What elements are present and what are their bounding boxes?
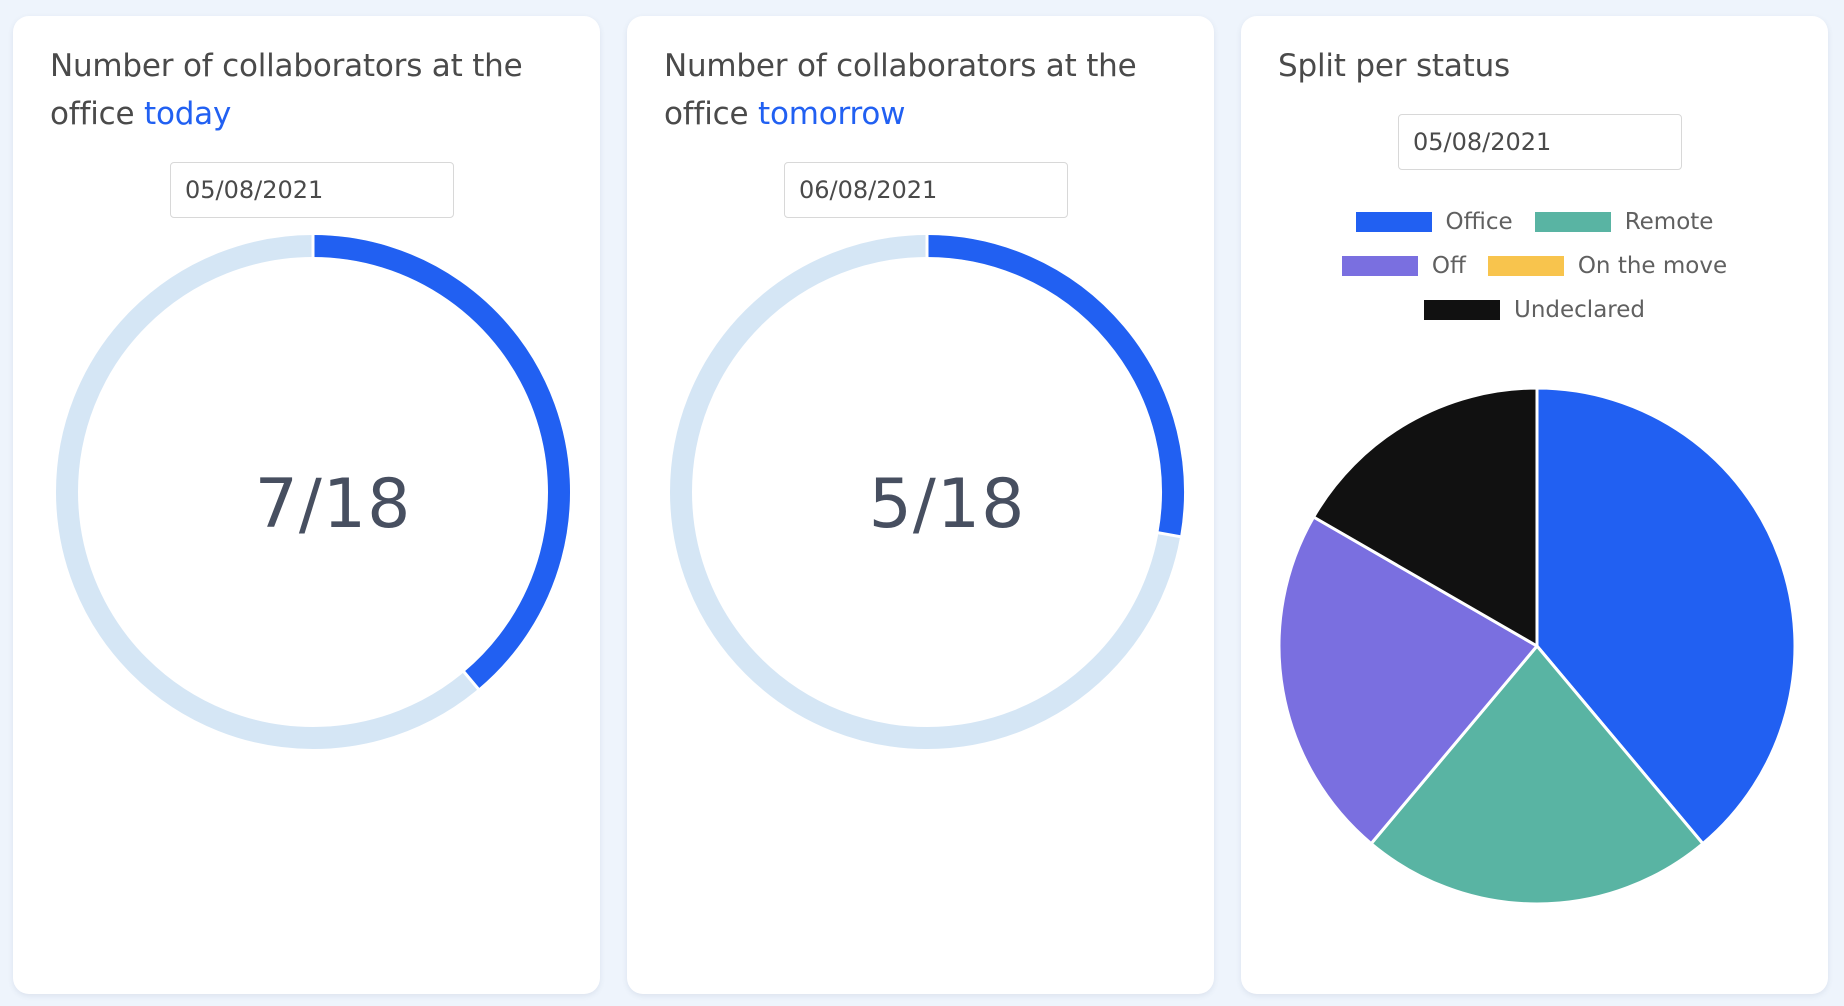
- donut-separator: [462, 670, 480, 691]
- legend-label: Remote: [1624, 209, 1714, 235]
- legend-label: Office: [1445, 209, 1513, 235]
- chart-legend: Office Remote Off On the move Undeclared: [1241, 200, 1828, 332]
- title-text: Number of collaborators at the office: [50, 48, 523, 132]
- pie-slice-off[interactable]: [1277, 515, 1539, 846]
- legend-item-on-the-move[interactable]: On the move: [1487, 253, 1728, 279]
- legend-item-office[interactable]: Office: [1355, 209, 1513, 235]
- card-office-today: Number of collaborators at the office to…: [13, 16, 600, 994]
- legend-row: Undeclared: [1241, 288, 1828, 332]
- card-title: Number of collaborators at the office to…: [664, 42, 1184, 138]
- legend-label: Off: [1431, 253, 1466, 279]
- legend-row: Office Remote: [1241, 200, 1828, 244]
- card-office-tomorrow: Number of collaborators at the office to…: [627, 16, 1214, 994]
- card-split-per-status: Split per status Office Remote Off On the m…: [1241, 16, 1828, 994]
- donut-chart: [56, 234, 570, 749]
- donut-center-label: 7/18: [254, 465, 412, 544]
- pie-slice-undeclared[interactable]: [1312, 386, 1539, 648]
- card-title: Number of collaborators at the office to…: [50, 42, 570, 138]
- donut-chart: [670, 234, 1184, 749]
- legend-swatch: [1487, 256, 1564, 276]
- donut-value-arc: [926, 235, 1184, 537]
- legend-item-off[interactable]: Off: [1341, 253, 1466, 279]
- donut-value-arc: [312, 235, 570, 689]
- pie-slice-remote[interactable]: [1369, 644, 1705, 906]
- legend-swatch: [1355, 212, 1432, 232]
- legend-label: Undeclared: [1514, 297, 1645, 323]
- legend-swatch: [1534, 212, 1611, 232]
- legend-item-undeclared[interactable]: Undeclared: [1424, 297, 1645, 323]
- card-title: Split per status: [1278, 48, 1510, 84]
- date-input[interactable]: [1398, 114, 1682, 170]
- donut-center-label: 5/18: [868, 465, 1026, 544]
- title-highlight: today: [143, 96, 232, 132]
- legend-row: Off On the move: [1241, 244, 1828, 288]
- legend-item-remote[interactable]: Remote: [1534, 209, 1714, 235]
- date-input[interactable]: [784, 162, 1068, 218]
- pie-slice-office[interactable]: [1535, 386, 1797, 846]
- title-highlight: tomorrow: [757, 96, 906, 132]
- legend-swatch: [1424, 300, 1500, 320]
- pie-chart: [1277, 386, 1797, 906]
- date-input[interactable]: [170, 162, 454, 218]
- legend-label: On the move: [1577, 253, 1728, 279]
- title-text: Number of collaborators at the office: [664, 48, 1137, 132]
- donut-separator: [1157, 531, 1182, 539]
- legend-swatch: [1341, 256, 1418, 276]
